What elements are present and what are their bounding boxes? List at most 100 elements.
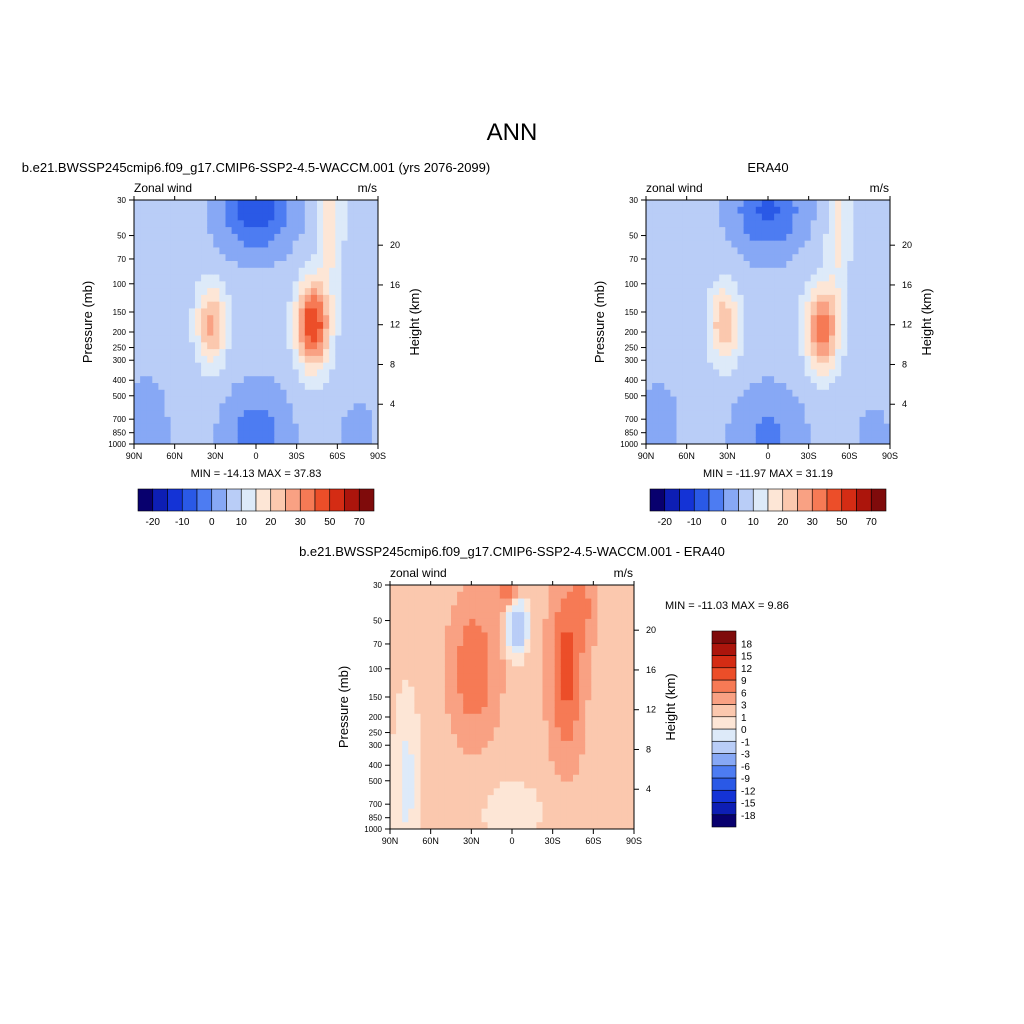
heatmap-cell xyxy=(761,342,769,350)
heatmap-cell xyxy=(475,693,482,701)
heatmap-cell xyxy=(792,247,799,255)
heatmap-cell xyxy=(292,247,300,255)
heatmap-cell xyxy=(780,308,787,316)
heatmap-cell xyxy=(822,281,830,289)
colorbar-swatch xyxy=(711,802,737,816)
heatmap-cell xyxy=(329,369,336,377)
heatmap-cell xyxy=(853,247,860,255)
heatmap-cell xyxy=(341,423,348,431)
heatmap-cell xyxy=(152,206,159,215)
heatmap-cell xyxy=(158,349,165,357)
heatmap-cell xyxy=(371,227,379,235)
heatmap-cell xyxy=(469,761,476,769)
heatmap-cell xyxy=(664,437,671,445)
heatmap-cell xyxy=(353,274,361,282)
heatmap-cell xyxy=(207,322,214,330)
x-tick-label: 0 xyxy=(253,451,258,461)
heatmap-cell xyxy=(158,301,165,309)
heatmap-cell xyxy=(859,294,867,303)
colorbar-label: 30 xyxy=(807,517,819,528)
heatmap-cell xyxy=(292,281,300,289)
heatmap-cell xyxy=(816,403,824,411)
y-tick-label: 250 xyxy=(625,344,639,353)
heatmap-cell xyxy=(871,322,879,330)
heatmap-cell xyxy=(743,220,751,228)
heatmap-cell xyxy=(158,328,165,337)
heatmap-cell xyxy=(512,686,519,694)
heatmap-cell xyxy=(621,815,629,823)
heatmap-cell xyxy=(682,362,690,370)
heatmap-cell xyxy=(390,632,397,640)
colorbar-label: -3 xyxy=(741,750,750,761)
heatmap-cell xyxy=(188,430,196,438)
heatmap-cell xyxy=(707,403,714,411)
heatmap-cell xyxy=(835,294,842,303)
heatmap-cell xyxy=(713,240,720,248)
heatmap-cell xyxy=(542,761,550,769)
heatmap-cell xyxy=(713,301,720,309)
heatmap-cell xyxy=(353,240,361,248)
heatmap-cell xyxy=(768,342,775,350)
heatmap-cell xyxy=(219,233,226,242)
heatmap-cell xyxy=(323,200,330,208)
heatmap-cell xyxy=(865,206,873,215)
colorbar-label: 9 xyxy=(741,676,747,687)
heatmap-cell xyxy=(792,200,799,208)
heatmap-cell xyxy=(646,220,653,228)
heatmap-cell xyxy=(243,240,251,248)
heatmap-cell xyxy=(219,335,226,343)
heatmap-cell xyxy=(761,369,769,377)
heatmap-cell xyxy=(207,240,214,248)
heatmap-cell xyxy=(359,437,367,445)
heatmap-cell xyxy=(365,410,373,418)
heatmap-cell xyxy=(408,740,415,749)
heatmap-cell xyxy=(530,720,537,728)
heatmap-cell xyxy=(627,754,635,762)
heatmap-cell xyxy=(274,423,281,431)
heatmap-cell xyxy=(871,328,879,337)
heatmap-cell xyxy=(798,200,806,208)
heatmap-cell xyxy=(469,666,476,674)
heatmap-cell xyxy=(158,410,165,418)
heatmap-cell xyxy=(548,761,556,769)
heatmap-cell xyxy=(731,437,738,445)
heatmap-cell xyxy=(432,788,440,796)
heatmap-cell xyxy=(670,281,677,289)
heatmap-cell xyxy=(365,281,373,289)
heatmap-cell xyxy=(700,383,708,391)
heatmap-cell xyxy=(463,659,470,667)
heatmap-cell xyxy=(158,389,165,398)
heatmap-cell xyxy=(579,591,586,600)
heatmap-cell xyxy=(347,355,355,364)
heatmap-cell xyxy=(225,423,233,431)
heatmap-cell xyxy=(816,294,824,303)
heatmap-cell xyxy=(292,328,300,337)
heatmap-cell xyxy=(700,294,708,303)
heatmap-cell xyxy=(804,376,812,384)
heatmap-cell xyxy=(603,801,611,810)
heatmap-cell xyxy=(444,754,452,762)
colorbar-label: 50 xyxy=(324,517,336,528)
heatmap-cell xyxy=(158,403,165,411)
heatmap-cell xyxy=(658,294,665,303)
heatmap-cell xyxy=(426,815,434,823)
heatmap-cell xyxy=(847,206,854,215)
heatmap-cell xyxy=(585,781,592,789)
heatmap-cell xyxy=(810,233,818,242)
heatmap-cell xyxy=(737,213,745,221)
heatmap-cell xyxy=(542,795,550,803)
heatmap-cell xyxy=(323,362,330,370)
heatmap-cell xyxy=(286,315,294,323)
heatmap-cell xyxy=(707,315,714,323)
heatmap-cell xyxy=(444,585,452,593)
heatmap-cell xyxy=(707,396,714,404)
heatmap-cell xyxy=(304,349,312,357)
heatmap-cell xyxy=(396,591,403,600)
heatmap-cell xyxy=(707,423,714,431)
heatmap-cell xyxy=(542,808,550,816)
heatmap-cell xyxy=(615,679,623,688)
heatmap-cell xyxy=(256,274,263,282)
heatmap-cell xyxy=(249,206,257,215)
heatmap-cell xyxy=(749,416,757,425)
heatmap-cell xyxy=(859,308,867,316)
